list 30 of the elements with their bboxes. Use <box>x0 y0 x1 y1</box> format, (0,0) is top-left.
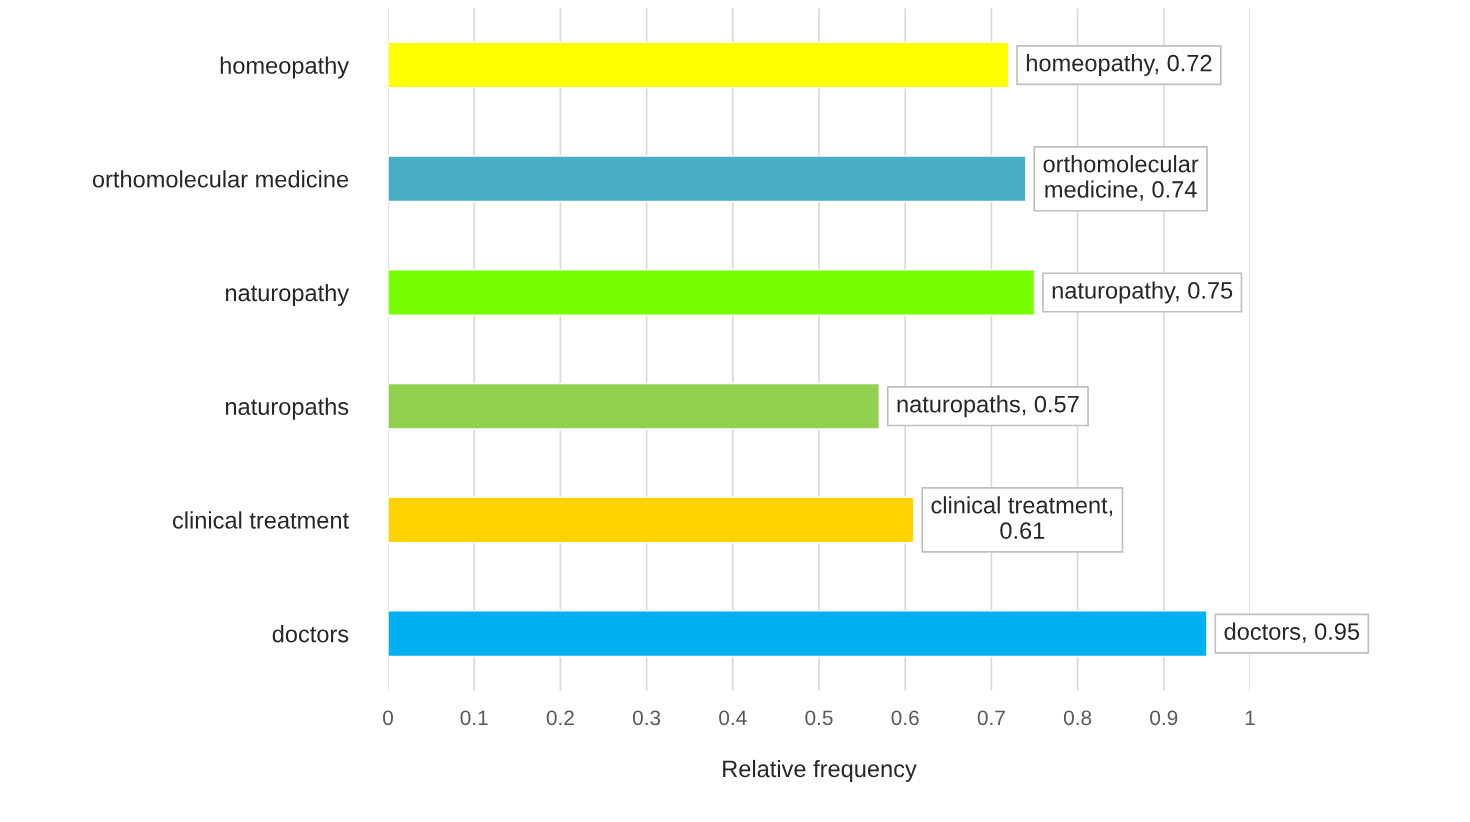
y-tick-label: orthomolecular medicine <box>92 170 349 188</box>
x-tick-label: 0.8 <box>1063 710 1092 726</box>
x-tick-label: 0.9 <box>1150 710 1178 726</box>
bar <box>388 496 915 544</box>
data-label: clinical treatment, 0.61 <box>931 496 1113 539</box>
y-tick-label: doctors <box>272 625 349 643</box>
x-tick-label: 0.5 <box>805 710 833 726</box>
y-tick-label: naturopaths <box>225 397 349 420</box>
x-tick-label: 0.1 <box>460 710 488 726</box>
y-tick-label: homeopathy <box>220 56 350 79</box>
data-label: homeopathy, 0.72 <box>1026 54 1212 77</box>
x-tick-label: 1 <box>1245 710 1255 726</box>
bar <box>388 610 1208 658</box>
data-label: naturopathy, 0.75 <box>1052 281 1233 304</box>
x-tick-label: 0.2 <box>546 710 574 726</box>
data-label: naturopaths, 0.57 <box>897 395 1079 418</box>
x-tick-label: 0.6 <box>891 710 919 726</box>
x-tick-label: 0.3 <box>632 710 661 726</box>
bar <box>388 155 1027 203</box>
y-tick-label: clinical treatment <box>172 511 349 529</box>
bar <box>388 269 1036 316</box>
x-tick-label: 0.4 <box>719 710 747 726</box>
data-label: doctors, 0.95 <box>1224 622 1360 643</box>
bar <box>388 41 1010 89</box>
x-tick-label: 0 <box>383 710 393 726</box>
x-tick-label: 0.7 <box>977 710 1005 726</box>
bar <box>388 382 881 430</box>
x-axis-title: Relative frequency <box>723 759 917 782</box>
data-label: orthomolecular medicine, 0.74 <box>1043 155 1199 201</box>
y-tick-label: naturopathy <box>225 283 350 306</box>
